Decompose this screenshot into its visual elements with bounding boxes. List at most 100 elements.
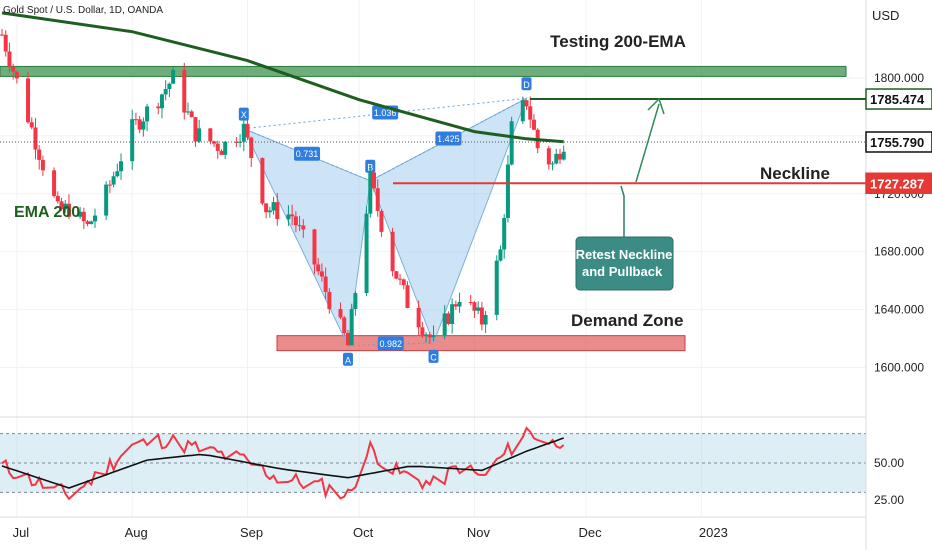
candle-body	[133, 119, 138, 121]
grid-lines	[0, 0, 866, 517]
price-tick: 1640.000	[874, 303, 924, 317]
candle-body	[427, 334, 432, 338]
candle-body	[260, 158, 265, 204]
price-tag-dark: 1755.790	[870, 135, 924, 150]
candle-body	[379, 210, 384, 232]
candle-body	[297, 225, 302, 227]
candle-body	[63, 203, 68, 210]
candle-body	[66, 203, 71, 217]
pattern-point-x: X	[241, 110, 247, 120]
price-tags: 1785.474 1755.790 1727.287	[865, 88, 932, 195]
time-axis[interactable]: Jul Aug Sep Oct Nov Dec 2023	[13, 525, 728, 540]
candle-body	[7, 51, 12, 67]
candle-body	[368, 172, 373, 214]
candle-body	[479, 307, 484, 325]
candle-body	[431, 335, 436, 338]
candle-body	[171, 69, 176, 84]
price-tag-box	[865, 172, 932, 195]
candle-body	[130, 119, 135, 162]
candle-body	[468, 302, 473, 304]
candle-body	[156, 106, 161, 109]
callout-line1: Retest Neckline	[576, 247, 673, 262]
pattern-point-badge	[342, 352, 353, 366]
candle-body	[14, 71, 19, 79]
rsi-ma-line	[1, 437, 564, 489]
candle-body	[353, 293, 358, 309]
candle-body	[197, 128, 202, 142]
demand-zone	[276, 335, 686, 352]
price-tag-red: 1727.287	[870, 176, 924, 191]
candle-body	[145, 106, 150, 122]
candle-body	[476, 307, 481, 311]
candle-body	[0, 34, 4, 36]
price-tick: 1600.000	[874, 361, 924, 375]
candle-body	[453, 304, 458, 307]
candle-body	[89, 221, 94, 224]
candle-body	[104, 184, 109, 216]
price-tag-box	[865, 88, 932, 110]
candle-body	[442, 313, 447, 336]
candle-body	[416, 307, 421, 328]
candle-body	[319, 271, 324, 277]
candle-body	[558, 153, 562, 160]
ratio-xd: 1.036	[374, 108, 397, 118]
candle-body	[33, 127, 38, 150]
candle-body	[111, 176, 116, 185]
candle-body	[26, 78, 31, 123]
candle-body	[245, 123, 250, 138]
candle-body	[219, 150, 224, 155]
ratio-ac: 0.982	[379, 339, 402, 349]
candle-body	[290, 214, 295, 217]
candle-body	[394, 271, 399, 279]
time-tick: 2023	[699, 525, 728, 540]
candle-body	[182, 69, 187, 113]
pattern-point-badge	[365, 159, 376, 173]
candle-body	[215, 143, 220, 151]
candle-body	[342, 317, 347, 334]
candle-body	[498, 249, 503, 261]
candle-body	[159, 94, 164, 109]
candle-body	[327, 291, 332, 310]
candle-body	[52, 170, 57, 196]
candle-body	[390, 231, 395, 272]
candle-body	[561, 151, 566, 160]
candle-body	[505, 164, 510, 218]
candle-body	[271, 202, 276, 211]
candle-body	[267, 210, 272, 213]
candle-body	[509, 121, 514, 165]
pattern-point-badge	[238, 107, 249, 121]
candle-body	[312, 229, 317, 265]
candle-body	[420, 327, 425, 336]
candle-body	[524, 100, 529, 107]
candle-body	[364, 213, 369, 294]
candle-body	[137, 119, 142, 130]
candle-body	[264, 203, 269, 213]
candle-body	[115, 171, 120, 177]
ema-200-line	[1, 11, 564, 144]
candle-body	[275, 202, 280, 220]
candle-body	[531, 119, 536, 130]
candle-body	[375, 188, 380, 211]
candle-body	[398, 278, 403, 280]
candle-body	[372, 172, 376, 189]
candle-body	[186, 111, 190, 113]
candle-body	[405, 285, 410, 308]
retest-callout: Retest Neckline and Pullback	[575, 185, 674, 291]
candle-body	[189, 111, 194, 118]
candle-body	[293, 216, 298, 226]
pattern-point-d: D	[523, 80, 530, 90]
supply-zone	[0, 65, 847, 77]
currency-label: USD	[872, 8, 899, 23]
candle-body	[472, 302, 477, 311]
candle-body	[40, 159, 45, 171]
candle-body	[208, 128, 213, 142]
pattern-point-a: A	[345, 355, 351, 365]
rsi-axis[interactable]: 50.00 25.00	[874, 456, 904, 507]
candle-body	[323, 276, 328, 292]
candle-body	[349, 308, 354, 346]
candle-body	[193, 117, 198, 142]
candle-body	[446, 313, 451, 324]
rsi-guides	[0, 433, 866, 493]
